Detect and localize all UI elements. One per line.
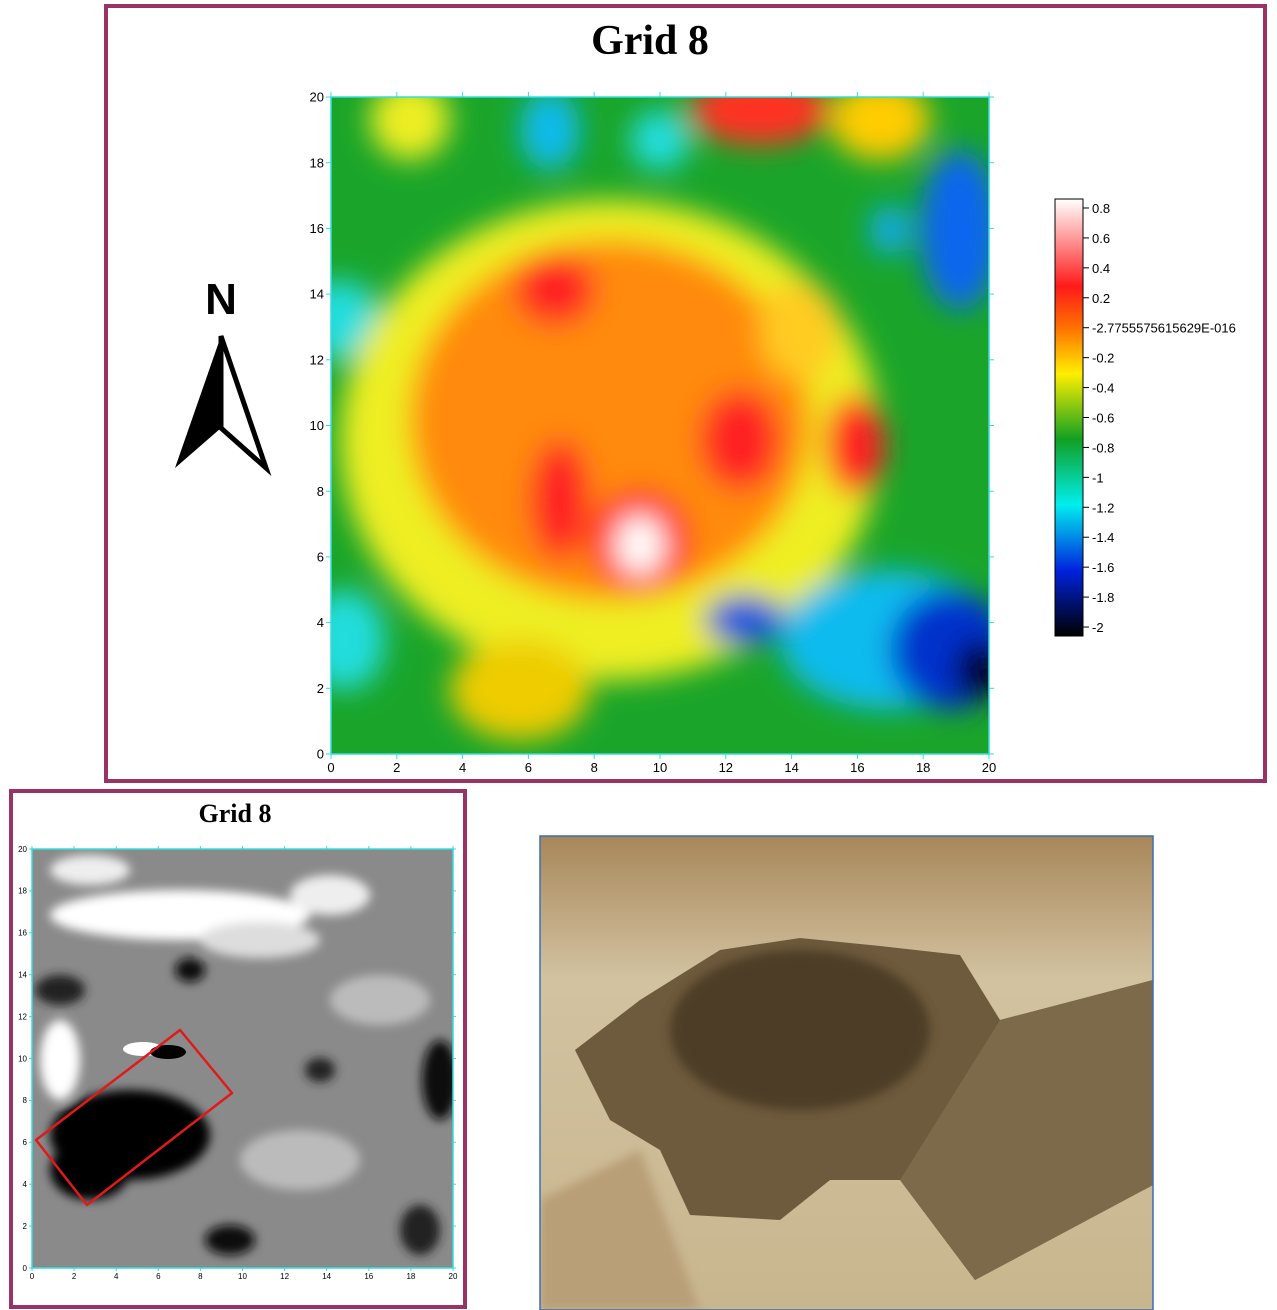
x-tick-label: 10 bbox=[653, 760, 667, 775]
y-tick-label: 18 bbox=[18, 887, 27, 896]
north-label: N bbox=[205, 275, 237, 324]
x-tick-label: 2 bbox=[72, 1272, 77, 1281]
y-tick-label: 8 bbox=[23, 1096, 28, 1105]
chart-title: Grid 8 bbox=[199, 799, 272, 828]
x-tick-label: 14 bbox=[322, 1272, 331, 1281]
x-tick-label: 6 bbox=[156, 1272, 161, 1281]
colorbar-tick-label: -0.6 bbox=[1092, 411, 1114, 426]
y-tick-label: 12 bbox=[18, 1012, 27, 1021]
y-tick-label: 6 bbox=[23, 1138, 28, 1147]
colorbar-tick-label: -1.4 bbox=[1092, 530, 1114, 545]
colorbar-tick-label: -1.6 bbox=[1092, 560, 1114, 575]
colorbar-tick-label: 0.4 bbox=[1092, 261, 1110, 276]
x-tick-label: 0 bbox=[30, 1272, 35, 1281]
colorbar-tick-label: 0.2 bbox=[1092, 291, 1110, 306]
x-tick-label: 4 bbox=[114, 1272, 119, 1281]
x-tick-label: 8 bbox=[591, 760, 598, 775]
x-tick-label: 2 bbox=[393, 760, 400, 775]
y-tick-label: 12 bbox=[310, 352, 324, 367]
grayscale-map bbox=[32, 849, 458, 1268]
y-tick-label: 20 bbox=[18, 845, 27, 854]
y-tick-label: 14 bbox=[310, 287, 324, 302]
y-tick-label: 16 bbox=[18, 929, 27, 938]
colorbar-tick-label: -1.2 bbox=[1092, 500, 1114, 515]
terrain-photo bbox=[540, 836, 1153, 1310]
y-tick-label: 4 bbox=[317, 615, 324, 630]
figure: Grid 8 N bbox=[0, 0, 1277, 1310]
y-tick-label: 4 bbox=[23, 1180, 28, 1189]
y-tick-label: 8 bbox=[317, 484, 324, 499]
colorbar-tick-label: -0.4 bbox=[1092, 381, 1114, 396]
colorbar-tick-label: -0.2 bbox=[1092, 351, 1114, 366]
x-tick-label: 20 bbox=[982, 760, 996, 775]
x-tick-label: 18 bbox=[406, 1272, 415, 1281]
colorbar-tick-label: -1.8 bbox=[1092, 590, 1114, 605]
x-tick-label: 8 bbox=[198, 1272, 203, 1281]
y-tick-label: 18 bbox=[310, 155, 324, 170]
x-tick-label: 12 bbox=[280, 1272, 289, 1281]
x-tick-label: 0 bbox=[327, 760, 334, 775]
x-tick-label: 4 bbox=[459, 760, 466, 775]
colorbar-tick-label: -2 bbox=[1092, 620, 1104, 635]
contour-map bbox=[300, 75, 1010, 754]
x-tick-label: 18 bbox=[916, 760, 930, 775]
north-arrow bbox=[221, 336, 266, 468]
x-tick-label: 16 bbox=[364, 1272, 373, 1281]
colorbar-tick-label: -0.8 bbox=[1092, 440, 1114, 455]
page: Grid 8 N bbox=[0, 0, 1277, 1310]
north-arrow bbox=[175, 336, 221, 468]
colorbar-tick-label: 0.8 bbox=[1092, 201, 1110, 216]
y-tick-label: 2 bbox=[23, 1222, 28, 1231]
colorbar-tick-label: -1 bbox=[1092, 470, 1104, 485]
x-tick-label: 16 bbox=[850, 760, 864, 775]
colorbar-tick-label: -2.7755575615629E-016 bbox=[1092, 321, 1236, 336]
y-tick-label: 0 bbox=[23, 1264, 28, 1273]
chart-title: Grid 8 bbox=[591, 18, 709, 64]
x-tick-label: 12 bbox=[719, 760, 733, 775]
y-tick-label: 10 bbox=[18, 1054, 27, 1063]
y-tick-label: 0 bbox=[317, 747, 324, 762]
y-tick-label: 2 bbox=[317, 681, 324, 696]
y-tick-label: 14 bbox=[18, 971, 27, 980]
y-tick-label: 6 bbox=[317, 549, 324, 564]
colorbar bbox=[1055, 199, 1083, 636]
x-tick-label: 6 bbox=[525, 760, 532, 775]
y-tick-label: 20 bbox=[310, 90, 324, 105]
colorbar-tick-label: 0.6 bbox=[1092, 231, 1110, 246]
y-tick-label: 16 bbox=[310, 221, 324, 236]
x-tick-label: 10 bbox=[238, 1272, 247, 1281]
y-tick-label: 10 bbox=[310, 418, 324, 433]
x-tick-label: 14 bbox=[784, 760, 798, 775]
x-tick-label: 20 bbox=[449, 1272, 458, 1281]
